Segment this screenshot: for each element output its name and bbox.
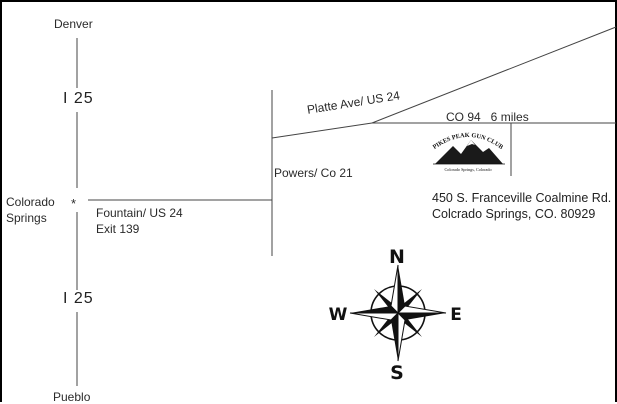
origin-marker: * (71, 196, 77, 211)
mountain-icon (435, 140, 503, 164)
compass-label-w: W (329, 305, 348, 325)
address-line2: Colcrado Springs, CO. 80929 (432, 207, 596, 221)
compass-label-n: N (389, 246, 405, 268)
road-label-powers: Powers/ Co 21 (274, 166, 353, 180)
snowcap-icon (467, 140, 475, 146)
city-label-springs: Springs (6, 211, 47, 225)
highway-label-i25-north: I 25 (63, 90, 94, 107)
compass-point-w (350, 306, 398, 313)
address-line1: 450 S. Franceville Coalmine Rd. (432, 191, 612, 205)
road-label-exit: Exit 139 (96, 222, 140, 236)
road-label-fountain: Fountain/ US 24 (96, 206, 183, 220)
compass-point-s (391, 313, 398, 361)
city-label-pueblo: Pueblo (53, 390, 91, 404)
platte-road-upper (371, 26, 617, 124)
compass-label-s: S (390, 362, 404, 383)
city-label-denver: Denver (54, 17, 93, 31)
pikes-peak-gun-club-logo: PIKES PEAK GUN CLUB Colorado Springs, Co… (432, 132, 505, 173)
logo-sub-text: Colorado Springs, Colorado (444, 167, 491, 173)
platte-road-lower (271, 122, 373, 139)
compass-point-n (398, 265, 405, 313)
city-label-colorado: Colorado (6, 195, 55, 209)
highway-label-i25-south: I 25 (63, 290, 94, 307)
compass-point-e (398, 313, 446, 320)
road-label-co94: CO 94 6 miles (446, 110, 529, 124)
compass-rose: N E S W (329, 246, 462, 383)
compass-label-e: E (450, 305, 462, 325)
